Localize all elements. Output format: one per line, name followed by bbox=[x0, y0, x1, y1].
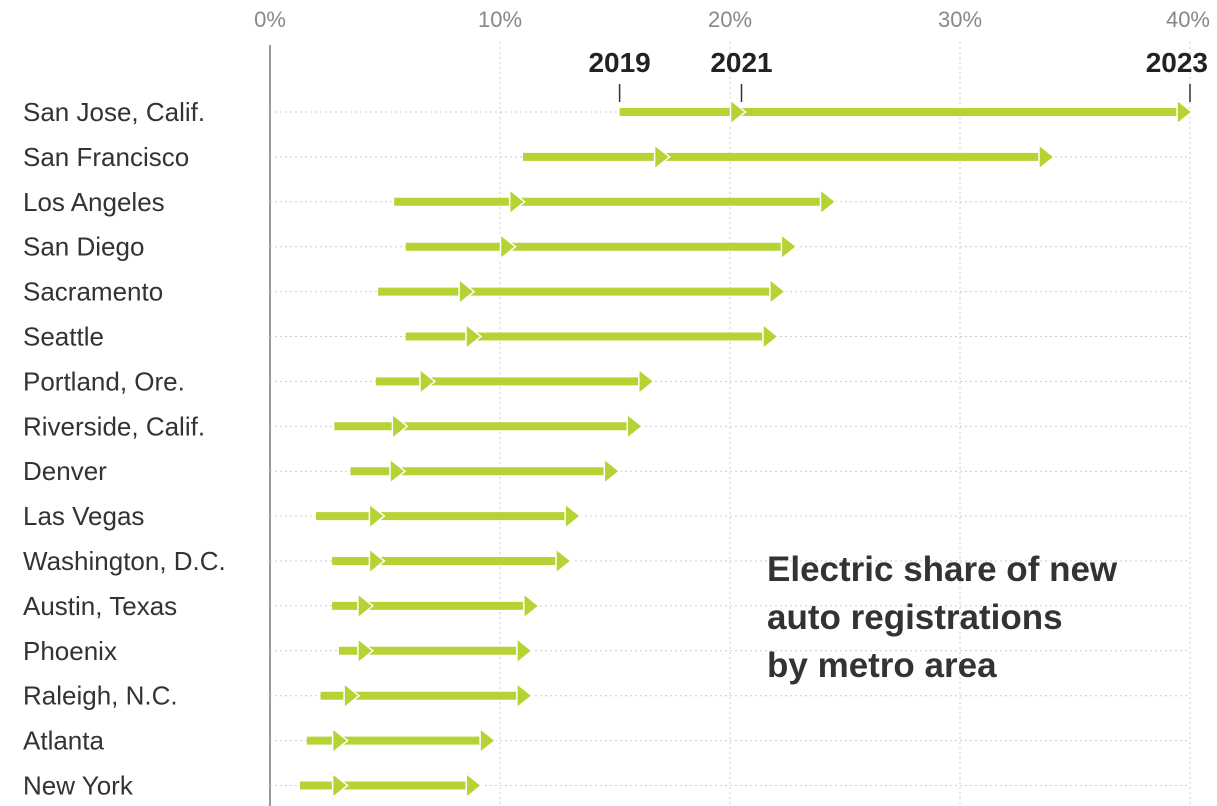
x-tick-label: 30% bbox=[938, 7, 982, 32]
metro-label: Sacramento bbox=[23, 277, 163, 307]
arrow-head-2023 bbox=[780, 233, 798, 261]
chart-title-line-1: Electric share of new bbox=[767, 550, 1118, 589]
arrow-head-2021 bbox=[499, 233, 517, 261]
arrow-head-2021 bbox=[368, 502, 386, 530]
metro-label: Atlanta bbox=[23, 726, 104, 756]
arrow-head-2021 bbox=[331, 727, 349, 755]
metro-arrow bbox=[350, 457, 621, 485]
metro-arrow bbox=[339, 637, 534, 665]
metro-label: San Diego bbox=[23, 232, 144, 262]
metro-label: Denver bbox=[23, 456, 107, 486]
x-axis-ticks: 0% 10% 20% 30% 40% bbox=[254, 7, 1210, 32]
arrow-head-2023 bbox=[479, 727, 497, 755]
x-tick-label: 0% bbox=[254, 7, 286, 32]
metro-label: Washington, D.C. bbox=[23, 546, 226, 576]
metro-label: Austin, Texas bbox=[23, 591, 177, 621]
arrow-head-2021 bbox=[391, 412, 409, 440]
arrow-head-2023 bbox=[564, 502, 582, 530]
metro-label: Raleigh, N.C. bbox=[23, 681, 178, 711]
metro-arrow bbox=[334, 412, 644, 440]
arrow-head-2023 bbox=[1176, 98, 1194, 126]
arrow-head-2023 bbox=[603, 457, 621, 485]
arrow-head-2023 bbox=[819, 188, 837, 216]
metro-label: San Francisco bbox=[23, 142, 189, 172]
arrow-head-2023 bbox=[1038, 143, 1056, 171]
x-tick-label: 10% bbox=[478, 7, 522, 32]
metro-arrow bbox=[405, 322, 780, 351]
x-tick-label: 40% bbox=[1166, 7, 1210, 32]
metro-label: San Jose, Calif. bbox=[23, 97, 205, 127]
metro-arrow bbox=[332, 592, 541, 620]
chart-title-line-3: by metro area bbox=[767, 646, 997, 685]
metro-label: Seattle bbox=[23, 322, 104, 352]
arrows bbox=[299, 98, 1194, 800]
year-annotations: 2019 2021 2023 bbox=[588, 47, 1208, 102]
arrow-head-2023 bbox=[516, 637, 534, 665]
arrow-head-2021 bbox=[331, 771, 349, 800]
metro-arrow bbox=[299, 771, 483, 800]
arrow-head-2023 bbox=[516, 682, 534, 710]
x-tick-label: 20% bbox=[708, 7, 752, 32]
metro-label: Los Angeles bbox=[23, 187, 165, 217]
arrow-head-2023 bbox=[769, 278, 787, 306]
arrow-head-2021 bbox=[343, 682, 361, 710]
arrow-head-2023 bbox=[465, 771, 483, 800]
year-label: 2023 bbox=[1146, 47, 1208, 78]
metro-arrow bbox=[394, 188, 837, 216]
year-label: 2021 bbox=[710, 47, 772, 78]
arrow-head-2023 bbox=[523, 592, 541, 620]
arrow-head-2021 bbox=[357, 592, 375, 620]
metro-label: Phoenix bbox=[23, 636, 117, 666]
metro-arrow bbox=[320, 682, 534, 710]
metro-arrow bbox=[405, 233, 798, 261]
arrow-head-2021 bbox=[465, 322, 483, 351]
arrow-head-2021 bbox=[368, 547, 386, 575]
arrow-head-2021 bbox=[357, 637, 375, 665]
arrow-head-2021 bbox=[389, 457, 407, 485]
year-label: 2019 bbox=[588, 47, 650, 78]
metro-labels: San Jose, Calif. San Francisco Los Angeles… bbox=[23, 97, 226, 801]
metro-label: New York bbox=[23, 771, 134, 801]
arrow-head-2023 bbox=[555, 547, 573, 575]
arrow-head-2021 bbox=[653, 143, 671, 171]
metro-arrow bbox=[332, 547, 573, 575]
metro-arrow bbox=[378, 278, 787, 306]
arrow-head-2023 bbox=[626, 412, 644, 440]
metro-arrow bbox=[375, 367, 656, 395]
arrow-head-2023 bbox=[638, 367, 656, 395]
chart-title-line-2: auto registrations bbox=[767, 598, 1063, 637]
arrow-head-2021 bbox=[458, 278, 476, 306]
arrow-head-2021 bbox=[419, 367, 437, 395]
arrow-head-2023 bbox=[762, 322, 780, 351]
metro-arrow bbox=[306, 727, 497, 755]
metro-label: Riverside, Calif. bbox=[23, 411, 205, 441]
arrow-head-2021 bbox=[729, 98, 747, 126]
metro-arrow bbox=[316, 502, 582, 530]
metro-arrow bbox=[523, 143, 1056, 171]
metro-arrow bbox=[619, 98, 1194, 126]
metro-label: Portland, Ore. bbox=[23, 366, 185, 396]
metro-label: Las Vegas bbox=[23, 501, 144, 531]
chart-title: Electric share of new auto registrations… bbox=[767, 546, 1197, 690]
arrow-head-2021 bbox=[508, 188, 526, 216]
